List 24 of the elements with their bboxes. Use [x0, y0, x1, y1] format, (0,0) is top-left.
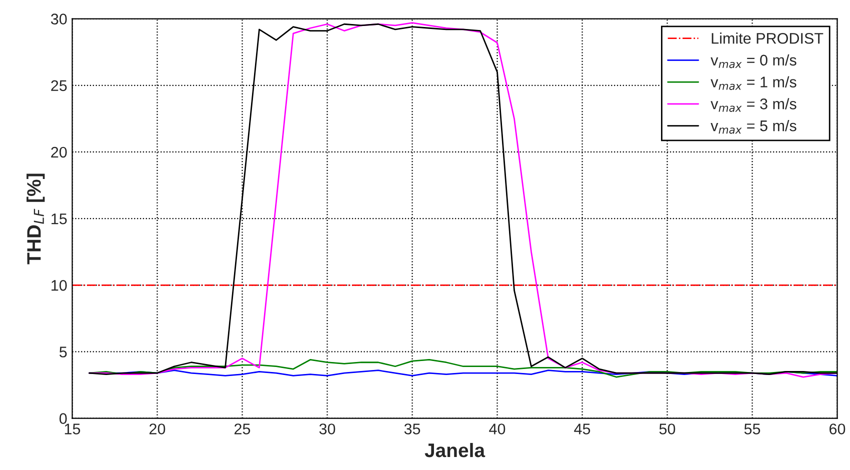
x-tick-label: 40	[489, 424, 506, 434]
x-tick-label: 45	[574, 424, 590, 434]
x-tick-label: 30	[319, 424, 336, 434]
x-tick-label: 20	[150, 424, 166, 434]
legend-label: v$_{max}$ = 1 m/s	[710, 76, 796, 90]
line-series	[88, 359, 838, 378]
y-tick-label: 30	[50, 14, 67, 24]
y-tick-label: 20	[51, 146, 67, 158]
y-tick-label: 15	[52, 214, 67, 224]
legend-label: Limite PRODIST	[712, 32, 824, 44]
y-tick-label: 0	[59, 413, 67, 424]
y-tick-label: 25	[51, 80, 67, 92]
x-tick-label: 35	[404, 424, 420, 434]
x-tick-label: 55	[744, 424, 760, 434]
x-axis-title: Janela	[424, 442, 486, 458]
y-tick-label: 5	[60, 346, 67, 358]
y-tick-label: 10	[52, 280, 67, 291]
x-tick-label: 25	[234, 424, 250, 434]
y-axis-title: THD$_{LF}$ [%]	[26, 174, 45, 264]
x-tick-label: 50	[659, 424, 676, 434]
legend-label: v$_{max}$ = 5 m/s	[710, 120, 796, 134]
x-tick-label: 60	[830, 424, 846, 434]
legend-label: v$_{max}$ = 0 m/s	[710, 54, 796, 68]
legend-label: v$_{max}$ = 3 m/s	[710, 98, 796, 112]
